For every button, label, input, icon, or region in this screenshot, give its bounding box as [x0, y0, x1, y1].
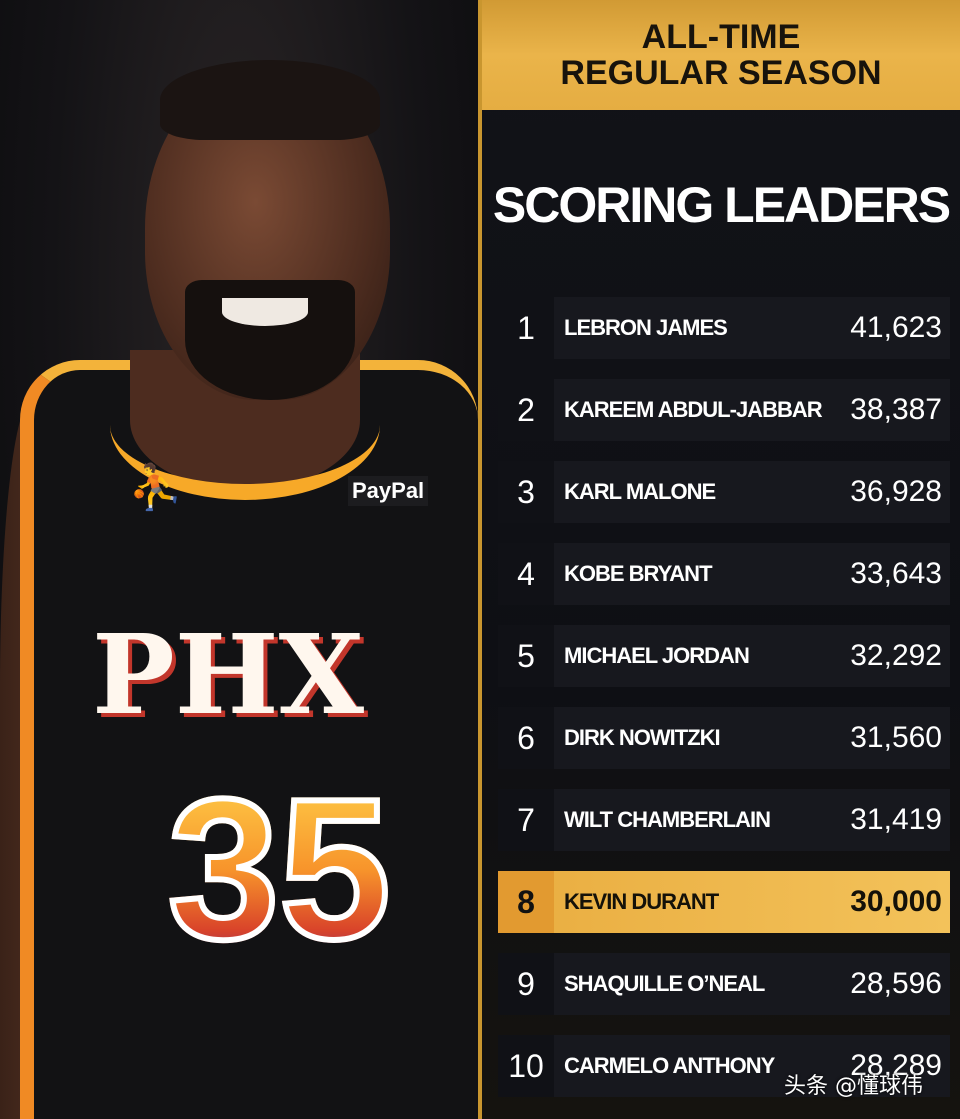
rank: 5 — [498, 625, 554, 687]
watermark: 头条 @懂球伟 — [784, 1074, 923, 1099]
player-name: KARL MALONE — [564, 479, 716, 504]
leader-row: 5 MICHAEL JORDAN 32,292 — [498, 625, 950, 687]
points: 38,387 — [850, 393, 942, 426]
sponsor-patch: PayPal — [348, 476, 429, 506]
leader-row: 10 CARMELO ANTHONY 28,289 — [498, 1035, 950, 1097]
rank: 6 — [498, 707, 554, 769]
leaders-panel: ALL-TIME REGULAR SEASON SCORING LEADERS … — [478, 0, 960, 1119]
player-name: WILT CHAMBERLAIN — [564, 807, 771, 832]
player-name: KEVIN DURANT — [564, 889, 719, 914]
points: 32,292 — [850, 639, 942, 672]
points: 28,289 — [850, 1049, 942, 1082]
leader-row: 4 KOBE BRYANT 33,643 — [498, 543, 950, 605]
points: 31,560 — [850, 721, 942, 754]
header-line-1: ALL-TIME — [641, 18, 801, 56]
player-name: KAREEM ABDUL-JABBAR — [564, 397, 823, 422]
leader-row: 8 KEVIN DURANT 30,000 — [498, 871, 950, 933]
points: 28,596 — [850, 967, 942, 1000]
leader-row: 7 WILT CHAMBERLAIN 31,419 — [498, 789, 950, 851]
player-name: MICHAEL JORDAN — [564, 643, 750, 668]
rank: 9 — [498, 953, 554, 1015]
player-name: CARMELO ANTHONY — [564, 1053, 775, 1078]
rank: 8 — [498, 871, 554, 933]
player-name: KOBE BRYANT — [564, 561, 713, 586]
leader-row: 9 SHAQUILLE O’NEAL 28,596 — [498, 953, 950, 1015]
rank: 7 — [498, 789, 554, 851]
points: 31,419 — [850, 803, 942, 836]
rank: 3 — [498, 461, 554, 523]
page-title: SCORING LEADERS — [492, 177, 951, 233]
player-smile — [222, 298, 308, 326]
player-hair — [160, 60, 380, 140]
leader-row: 2 KAREEM ABDUL-JABBAR 38,387 — [498, 379, 950, 441]
player-photo: ⛹ PayPal PHX 35 — [0, 0, 478, 1119]
player-name: SHAQUILLE O’NEAL — [564, 971, 765, 996]
jumpman-logo-icon: ⛹ — [128, 463, 183, 512]
points: 33,643 — [850, 557, 942, 590]
header-line-2: REGULAR SEASON — [560, 54, 882, 92]
rank: 1 — [498, 297, 554, 359]
jersey-city: PHX — [92, 610, 364, 739]
leader-row: 3 KARL MALONE 36,928 — [498, 461, 950, 523]
player-name: DIRK NOWITZKI — [564, 725, 721, 750]
leader-row: 6 DIRK NOWITZKI 31,560 — [498, 707, 950, 769]
header-banner: ALL-TIME REGULAR SEASON — [482, 0, 960, 110]
leader-row: 1 LEBRON JAMES 41,623 — [498, 297, 950, 359]
jersey-number: 35 — [165, 758, 393, 981]
rank: 10 — [498, 1035, 554, 1097]
rank: 4 — [498, 543, 554, 605]
rank: 2 — [498, 379, 554, 441]
points: 36,928 — [850, 475, 942, 508]
player-name: LEBRON JAMES — [564, 315, 728, 340]
points: 41,623 — [850, 311, 942, 344]
points: 30,000 — [850, 885, 942, 918]
